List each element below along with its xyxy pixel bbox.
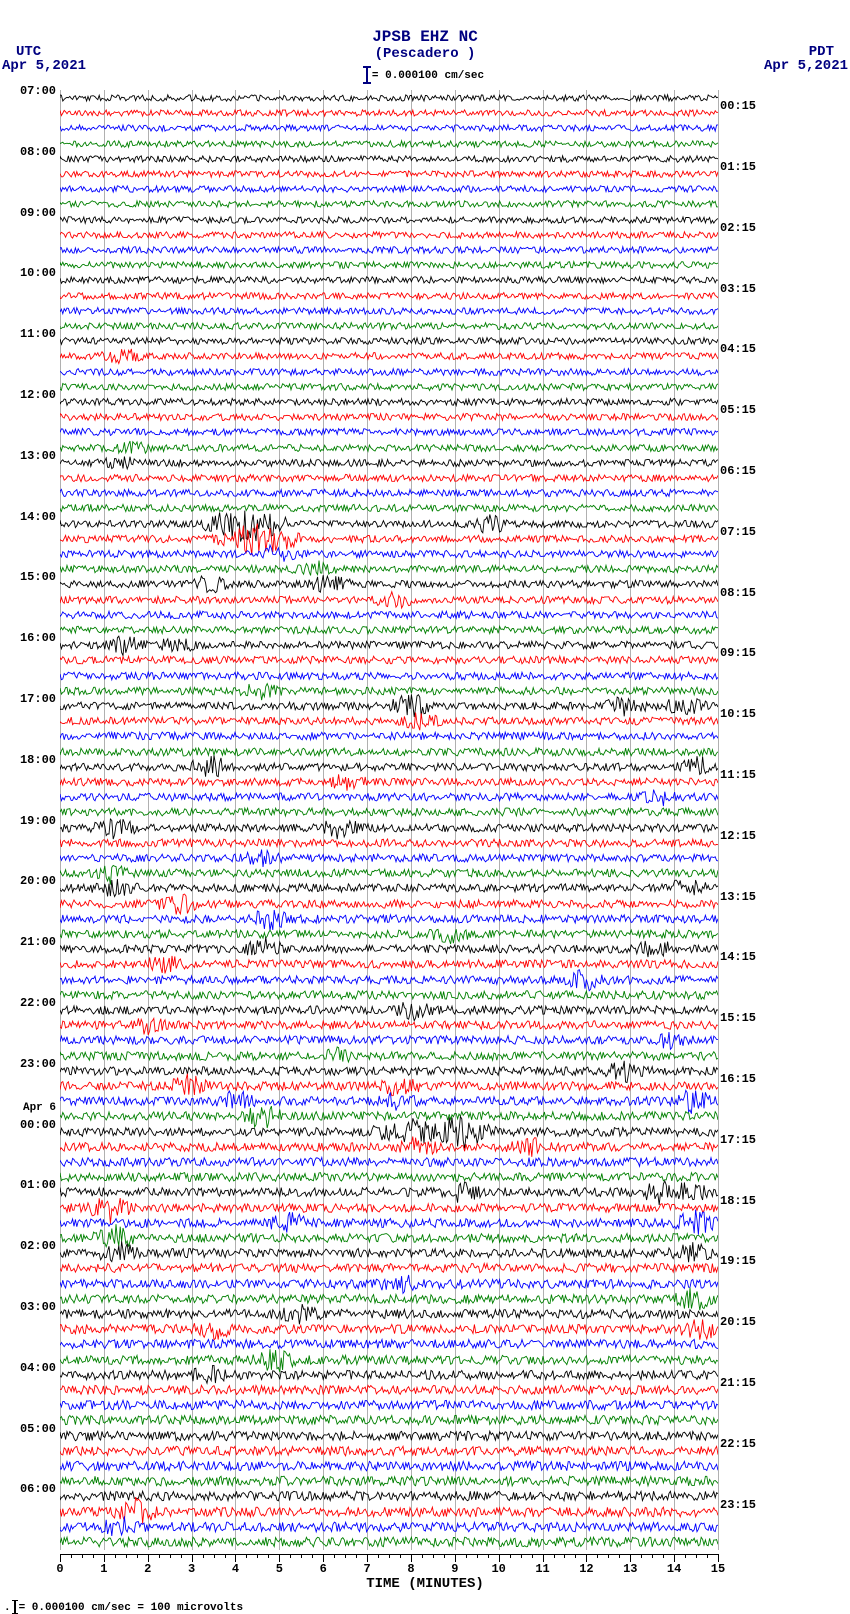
- x-tick-label: 12: [579, 1562, 593, 1576]
- x-tick-label: 7: [363, 1562, 370, 1576]
- utc-hour-label: 22:00: [4, 996, 56, 1010]
- utc-hour-label: 00:00: [4, 1118, 56, 1132]
- utc-hour-label: 21:00: [4, 935, 56, 949]
- pdt-hour-label: 17:15: [720, 1133, 756, 1147]
- pdt-hour-label: 23:15: [720, 1498, 756, 1512]
- footer-scale: .= 0.000100 cm/sec = 100 microvolts: [4, 1600, 243, 1614]
- utc-hour-label: 02:00: [4, 1239, 56, 1253]
- pdt-hour-label: 20:15: [720, 1315, 756, 1329]
- utc-hour-label: 08:00: [4, 145, 56, 159]
- utc-hour-label: 17:00: [4, 692, 56, 706]
- x-tick-label: 10: [491, 1562, 505, 1576]
- pdt-hour-label: 13:15: [720, 890, 756, 904]
- x-tick-label: 2: [144, 1562, 151, 1576]
- pdt-hour-label: 07:15: [720, 525, 756, 539]
- utc-hour-label: 14:00: [4, 510, 56, 524]
- pdt-hour-label: 05:15: [720, 403, 756, 417]
- x-tick-label: 1: [100, 1562, 107, 1576]
- pdt-hour-label: 16:15: [720, 1072, 756, 1086]
- left-date: Apr 5,2021: [2, 58, 86, 74]
- x-tick-label: 13: [623, 1562, 637, 1576]
- utc-hour-label: 04:00: [4, 1361, 56, 1375]
- utc-hour-label: 12:00: [4, 388, 56, 402]
- x-tick-label: 15: [711, 1562, 725, 1576]
- pdt-hour-label: 02:15: [720, 221, 756, 235]
- pdt-hour-label: 08:15: [720, 586, 756, 600]
- pdt-hour-label: 15:15: [720, 1011, 756, 1025]
- station-location: (Pescadero ): [0, 46, 850, 62]
- pdt-hour-label: 21:15: [720, 1376, 756, 1390]
- x-tick-label: 0: [56, 1562, 63, 1576]
- utc-hour-label: 01:00: [4, 1178, 56, 1192]
- utc-hour-label: 03:00: [4, 1300, 56, 1314]
- x-axis: 0123456789101112131415: [60, 1554, 718, 1574]
- pdt-hour-label: 14:15: [720, 950, 756, 964]
- utc-hour-label: 10:00: [4, 266, 56, 280]
- right-date: Apr 5,2021: [764, 58, 848, 74]
- x-tick-label: 3: [188, 1562, 195, 1576]
- utc-hour-label: 07:00: [4, 84, 56, 98]
- day-marker: Apr 6: [4, 1102, 56, 1114]
- utc-hour-label: 23:00: [4, 1057, 56, 1071]
- utc-hour-label: 09:00: [4, 206, 56, 220]
- utc-hour-label: 13:00: [4, 449, 56, 463]
- pdt-hour-label: 00:15: [720, 99, 756, 113]
- utc-hour-label: 20:00: [4, 874, 56, 888]
- x-axis-title: TIME (MINUTES): [0, 1576, 850, 1592]
- pdt-hour-label: 03:15: [720, 282, 756, 296]
- pdt-hour-label: 01:15: [720, 160, 756, 174]
- pdt-hour-label: 11:15: [720, 768, 756, 782]
- x-tick-label: 5: [276, 1562, 283, 1576]
- utc-hour-label: 15:00: [4, 570, 56, 584]
- utc-hour-label: 05:00: [4, 1422, 56, 1436]
- x-tick-label: 6: [320, 1562, 327, 1576]
- utc-hour-label: 18:00: [4, 753, 56, 767]
- utc-hour-label: 11:00: [4, 327, 56, 341]
- pdt-hour-label: 12:15: [720, 829, 756, 843]
- utc-hour-label: 19:00: [4, 814, 56, 828]
- pdt-hour-label: 19:15: [720, 1254, 756, 1268]
- pdt-hour-label: 22:15: [720, 1437, 756, 1451]
- pdt-hour-label: 06:15: [720, 464, 756, 478]
- station-title: JPSB EHZ NC: [0, 28, 850, 46]
- utc-hour-label: 06:00: [4, 1482, 56, 1496]
- x-tick-label: 11: [535, 1562, 549, 1576]
- x-tick-label: 4: [232, 1562, 239, 1576]
- x-tick-label: 9: [451, 1562, 458, 1576]
- pdt-hour-label: 09:15: [720, 646, 756, 660]
- pdt-hour-label: 04:15: [720, 342, 756, 356]
- utc-hour-label: 16:00: [4, 631, 56, 645]
- pdt-hour-label: 18:15: [720, 1194, 756, 1208]
- seismogram-plot: [60, 90, 718, 1550]
- pdt-hour-label: 10:15: [720, 707, 756, 721]
- x-tick-label: 8: [407, 1562, 414, 1576]
- x-tick-label: 14: [667, 1562, 681, 1576]
